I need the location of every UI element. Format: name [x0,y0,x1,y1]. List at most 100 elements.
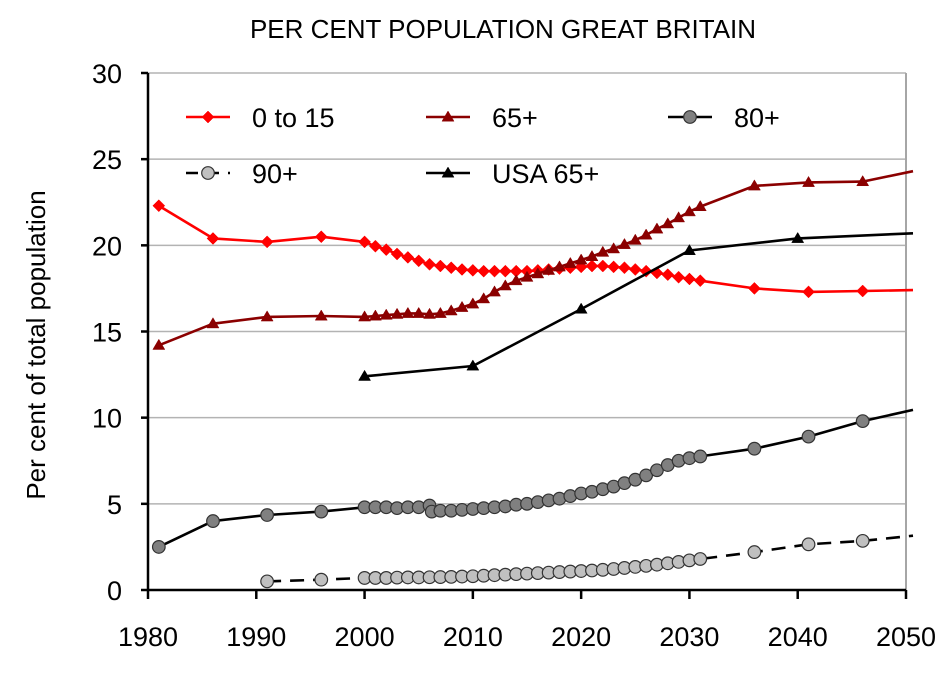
data-point [434,259,447,273]
data-point [358,369,372,381]
gridlines [148,72,906,505]
data-point [477,264,491,278]
data-point [412,254,426,268]
data-point [585,250,599,261]
axes: 0 5 10 15 20 25 30 1980 1990 2000 2010 2020 2030 2040… [92,59,936,652]
data-point [401,251,415,264]
data-point [390,307,404,319]
data-point [683,272,696,286]
data-point [358,235,371,249]
data-point [152,338,166,350]
data-point [520,270,534,282]
data-point [206,232,220,245]
data-point [563,256,577,268]
data-point [401,306,415,318]
legend-label: 0 to 15 [252,103,335,133]
legend-item-usa-65: USA 65+ [426,159,599,189]
data-point [358,310,372,322]
x-tick-label: 1980 [118,622,178,652]
y-tick-label: 0 [107,576,122,606]
data-point [693,200,707,212]
data-point [466,359,480,371]
legend-marker-icon [201,110,215,124]
legend: 0 to 15 65+ 80+ 90+ USA 65+ [186,103,780,189]
data-point [747,545,762,559]
y-tick-label: 25 [92,145,122,175]
data-point [618,261,631,275]
data-point [444,304,458,316]
legend-item-0-to-15: 0 to 15 [186,103,335,133]
legend-item-80: 80+ [668,103,780,133]
data-point [802,285,815,299]
data-point [801,429,816,444]
data-point [747,179,761,191]
legend-marker-icon [441,166,455,178]
data-point [650,222,664,234]
data-point [693,449,708,464]
data-point [314,309,328,321]
data-point [618,237,631,249]
series-0-to-15 [152,199,914,299]
series-line-0-to-15 [158,204,914,294]
x-tick-label: 2030 [659,622,719,652]
y-tick-label: 5 [107,490,122,520]
data-point [509,274,523,286]
data-point [574,302,588,314]
y-tick-label: 10 [92,404,122,434]
data-point [260,508,275,522]
data-point [672,270,685,284]
data-point [477,292,491,304]
data-point [314,230,328,244]
data-point [855,533,870,548]
data-point [791,231,805,243]
legend-marker-icon [441,110,455,122]
data-point [661,268,675,281]
data-point [152,199,166,213]
legend-item-90: 90+ [186,159,298,189]
data-point [542,263,556,275]
data-point [466,263,480,277]
series-line-80 [158,408,914,549]
data-point [369,239,382,253]
x-tick-label: 1990 [226,622,286,652]
data-point [466,297,480,309]
data-point [748,282,761,295]
data-point [682,244,696,255]
data-point [444,261,458,275]
x-tick-label: 2040 [768,622,828,652]
series-90 [260,533,914,589]
series-80 [151,408,914,554]
data-point [379,243,393,256]
data-point [607,260,620,274]
data-point [498,264,512,278]
data-point [488,264,501,278]
data-point [433,306,447,318]
x-tick-label: 2000 [335,622,395,652]
data-point [455,263,469,276]
data-point [574,253,588,265]
x-tick-label: 2010 [443,622,503,652]
data-point [368,309,382,321]
data-point [693,552,708,566]
data-point [206,514,220,528]
data-point [596,245,610,257]
data-point [151,540,166,554]
x-tick-label: 2050 [876,622,936,652]
data-point [628,263,642,276]
y-tick-label: 20 [92,231,122,261]
data-point [596,259,610,273]
data-point [498,279,512,291]
data-point [661,217,675,229]
legend-item-65: 65+ [426,103,538,133]
data-point [747,441,762,456]
legend-label: 90+ [252,159,298,189]
data-point [585,259,599,273]
data-point [260,235,274,249]
data-point [412,306,426,318]
data-point [455,300,469,312]
x-tick-label: 2020 [551,622,611,652]
data-point [693,274,707,288]
data-point [553,260,566,272]
series-line-usa-65 [364,232,914,378]
